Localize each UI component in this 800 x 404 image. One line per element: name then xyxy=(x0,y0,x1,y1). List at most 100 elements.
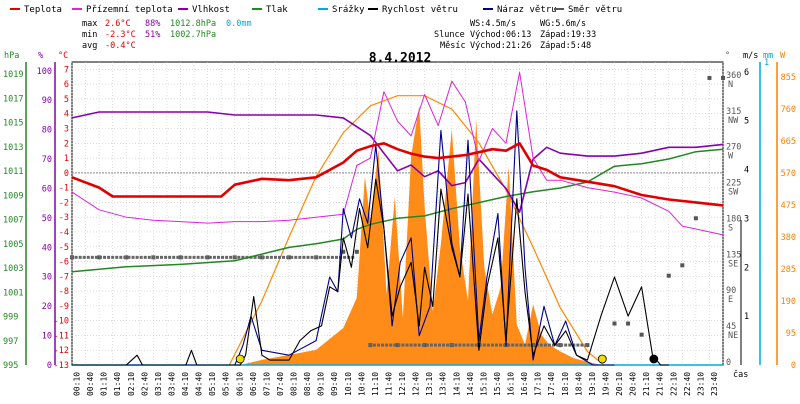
x-tick-label: 08:10 xyxy=(290,372,299,396)
tick-degc: 2 xyxy=(64,139,69,149)
wind-direction-point xyxy=(466,343,470,347)
x-tick-label: 04:10 xyxy=(181,372,190,396)
wind-direction-point xyxy=(241,255,245,259)
tick-ms: 3 xyxy=(744,214,749,224)
stat-min-hum: 51% xyxy=(145,30,160,40)
wind-direction-point xyxy=(551,343,555,347)
wind-direction-point xyxy=(389,343,393,347)
wind-direction-point xyxy=(438,343,442,347)
stat-avg-label: avg xyxy=(82,41,97,51)
wind-direction-point xyxy=(330,255,334,259)
tick-dir: 315 xyxy=(726,107,741,117)
wind-direction-point xyxy=(151,255,155,259)
wind-direction-point xyxy=(82,255,86,259)
legend-label: Teplota xyxy=(24,5,62,15)
tick-degc: 4 xyxy=(64,110,69,120)
x-tick-label: 01:10 xyxy=(100,372,109,396)
wind-direction-point xyxy=(721,75,725,80)
moon-marker xyxy=(649,354,659,364)
x-tick-label: 16:40 xyxy=(520,372,529,396)
tick-dir: 90 xyxy=(726,286,736,296)
info-ws: WS:4.5m/s xyxy=(470,19,516,29)
wind-direction-point xyxy=(257,255,261,259)
tick-dir-label: W xyxy=(728,152,734,162)
legend-label: Srážky xyxy=(332,5,365,15)
wind-direction-point xyxy=(98,255,102,259)
wind-direction-point xyxy=(143,255,147,259)
tick-pct: 10 xyxy=(42,332,52,342)
x-tick-label: 06:10 xyxy=(235,372,244,396)
tick-degc: 6 xyxy=(64,80,69,90)
x-tick-label: 06:40 xyxy=(249,372,258,396)
tick-dir: 45 xyxy=(726,322,736,332)
tick-hpa: 995 xyxy=(3,361,18,371)
wind-direction-point xyxy=(265,255,269,259)
wind-direction-point xyxy=(580,343,584,347)
wind-direction-point xyxy=(527,343,531,347)
x-tick-label: 20:40 xyxy=(629,372,638,396)
wind-direction-point xyxy=(482,343,486,347)
series-wind-gust xyxy=(72,110,615,366)
wind-direction-point xyxy=(290,255,294,259)
wind-direction-point xyxy=(417,343,421,347)
wind-direction-point xyxy=(273,255,277,259)
stat-max-temp: 2.6°C xyxy=(105,19,131,29)
tick-wm2: 380 xyxy=(781,233,796,243)
left-axes: 1019101710151013101110091007100510031001… xyxy=(3,62,69,371)
legend-label: Vlhkost xyxy=(192,5,230,15)
wind-direction-point xyxy=(298,255,302,259)
tick-dir-label: NW xyxy=(728,116,739,126)
tick-pct: 90 xyxy=(42,96,52,106)
wind-direction-point xyxy=(269,255,273,259)
tick-degc: 5 xyxy=(64,95,69,105)
tick-degc: -3 xyxy=(59,213,69,223)
unit-headers: hPa % °C ° m/s mm W čas xyxy=(4,51,786,380)
stat-max-hum: 88% xyxy=(145,19,160,29)
tick-pct: 20 xyxy=(42,302,52,312)
tick-wm2: 570 xyxy=(781,169,796,179)
tick-degc: -7 xyxy=(59,272,69,282)
x-tick-label: 19:10 xyxy=(588,372,597,396)
wind-direction-point xyxy=(302,255,306,259)
wind-direction-point xyxy=(131,255,135,259)
stat-max-label: max xyxy=(82,19,97,29)
x-tick-label: 20:10 xyxy=(615,372,624,396)
tick-hpa: 997 xyxy=(3,337,18,347)
tick-wm2: 665 xyxy=(781,137,796,147)
plot-area xyxy=(70,71,725,366)
tick-dir-label: SE xyxy=(728,259,738,269)
x-tick-label: 02:10 xyxy=(127,372,136,396)
wind-direction-point xyxy=(306,255,310,259)
tick-degc: -2 xyxy=(59,198,69,208)
x-tick-label: 04:40 xyxy=(195,372,204,396)
wind-direction-point xyxy=(318,255,322,259)
wind-direction-point xyxy=(180,255,184,259)
x-tick-label: 10:10 xyxy=(344,372,353,396)
wind-direction-point xyxy=(139,255,143,259)
wind-direction-point xyxy=(176,255,180,259)
x-tick-label: 14:10 xyxy=(452,372,461,396)
tick-dir-label: NE xyxy=(728,331,738,341)
wind-direction-point xyxy=(560,343,564,347)
tick-dir: 135 xyxy=(726,250,741,260)
info-moonset: Západ:5:48 xyxy=(540,41,591,51)
x-tick-label: 15:40 xyxy=(493,372,502,396)
legend-label: Směr větru xyxy=(568,5,622,15)
tick-degc: -8 xyxy=(59,287,69,297)
wind-direction-point xyxy=(208,255,212,259)
wind-direction-point xyxy=(86,255,90,259)
legend-label: Rychlost větru xyxy=(382,5,458,15)
x-axis: 00:10 00:40 01:10 01:40 02:10 02:40 03:10 03:40… xyxy=(73,372,719,396)
wind-direction-point xyxy=(507,343,511,347)
tick-dir-label: SW xyxy=(728,188,739,198)
tick-pct: 30 xyxy=(42,273,52,283)
tick-hpa: 1013 xyxy=(3,143,23,153)
wind-direction-point xyxy=(495,343,499,347)
wind-direction-point xyxy=(499,343,503,347)
wind-direction-point xyxy=(314,255,318,259)
wind-direction-point xyxy=(253,255,257,259)
tick-hpa: 1003 xyxy=(3,264,23,274)
tick-ms: 2 xyxy=(744,263,749,273)
wind-direction-point xyxy=(334,255,338,259)
